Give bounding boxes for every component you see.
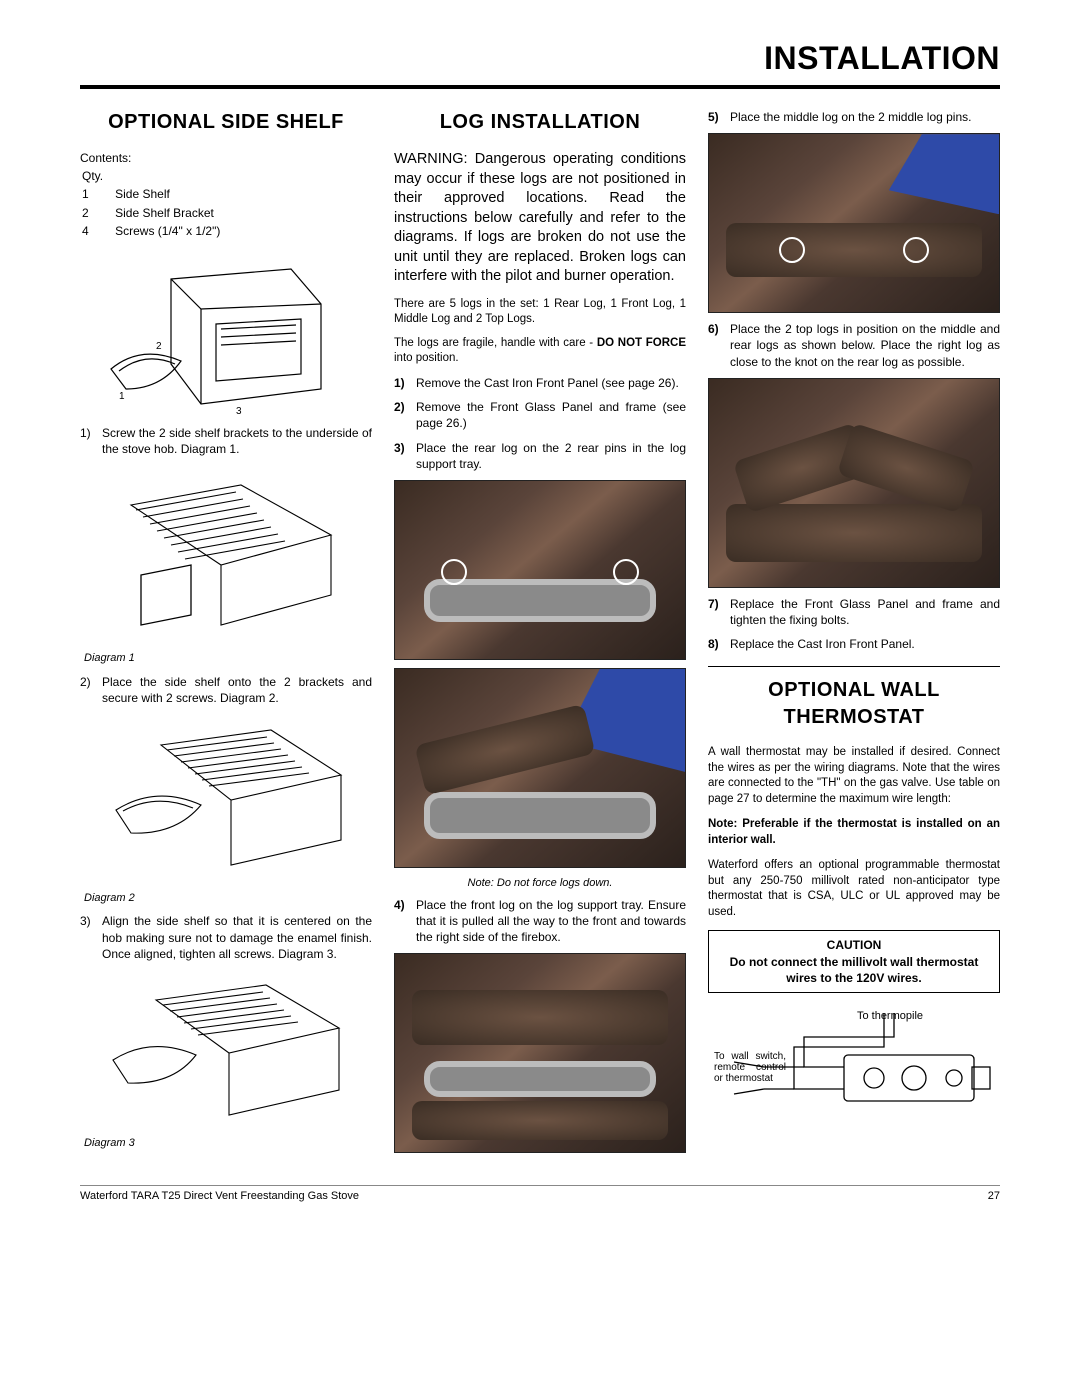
footer-left: Waterford TARA T25 Direct Vent Freestand…	[80, 1190, 359, 1202]
page-title: INSTALLATION	[80, 40, 1000, 77]
list-item: 1)Remove the Cast Iron Front Panel (see …	[394, 375, 686, 391]
stove-isometric-diagram: 2 1 3	[80, 249, 372, 419]
diagram-1-caption: Diagram 1	[84, 651, 372, 666]
table-row: 2Side Shelf Bracket	[82, 205, 230, 221]
photo-middle-log	[708, 133, 1000, 313]
list-item: 6)Place the 2 top logs in position on th…	[708, 321, 1000, 370]
wiring-left-text: To wall switch, remote control or thermo…	[714, 1051, 786, 1084]
diagram-2	[80, 715, 372, 885]
list-item: 3)Align the side shelf so that it is cen…	[80, 913, 372, 962]
photo-placing-front-log	[394, 668, 686, 868]
list-item: 2)Place the side shelf onto the 2 bracke…	[80, 674, 372, 706]
section-rule	[708, 666, 1000, 667]
diagram-3-caption: Diagram 3	[84, 1136, 372, 1151]
wiring-diagram: To thermopile To wall switch, remote con…	[708, 1007, 1000, 1127]
column-layout: OPTIONAL SIDE SHELF Contents: Qty. 1Side…	[80, 109, 1000, 1161]
qty-header: Qty.	[82, 168, 113, 184]
wiring-label-top: To thermopile	[857, 1010, 923, 1022]
diagram-1	[80, 465, 372, 645]
list-item: 4)Place the front log on the log support…	[394, 897, 686, 946]
list-item: 3)Place the rear log on the 2 rear pins …	[394, 440, 686, 472]
log-warning: WARNING: Dangerous operating conditions …	[394, 150, 686, 287]
note-no-force: Note: Do not force logs down.	[394, 876, 686, 891]
contents-label: Contents:	[80, 150, 372, 166]
thermostat-heading: OPTIONAL WALL THERMOSTAT	[708, 677, 1000, 731]
diagram-3	[80, 970, 372, 1130]
thermo-note: Note: Preferable if the thermostat is in…	[708, 817, 1000, 848]
fragile-note: The logs are fragile, handle with care -…	[394, 336, 686, 367]
title-rule	[80, 85, 1000, 89]
contents-table: Qty. 1Side Shelf 2Side Shelf Bracket 4Sc…	[80, 166, 232, 241]
list-item: 2)Remove the Front Glass Panel and frame…	[394, 399, 686, 431]
caution-title: CAUTION	[719, 937, 989, 953]
photo-rear-log-pins	[394, 480, 686, 660]
column-3: 5)Place the middle log on the 2 middle l…	[708, 109, 1000, 1161]
photo-top-logs	[708, 378, 1000, 588]
log-install-heading: LOG INSTALLATION	[394, 109, 686, 136]
svg-text:1: 1	[119, 391, 125, 402]
column-2: LOG INSTALLATION WARNING: Dangerous oper…	[394, 109, 686, 1161]
diagram-2-caption: Diagram 2	[84, 891, 372, 906]
svg-text:3: 3	[236, 406, 242, 417]
column-1: OPTIONAL SIDE SHELF Contents: Qty. 1Side…	[80, 109, 372, 1161]
thermo-p1: A wall thermostat may be installed if de…	[708, 745, 1000, 807]
list-item: 7)Replace the Front Glass Panel and fram…	[708, 596, 1000, 628]
table-row: 4Screws (1/4" x 1/2")	[82, 223, 230, 239]
list-item: 8)Replace the Cast Iron Front Panel.	[708, 636, 1000, 652]
caution-body: Do not connect the millivolt wall thermo…	[719, 954, 989, 986]
list-item: 5)Place the middle log on the 2 middle l…	[708, 109, 1000, 125]
page-footer: Waterford TARA T25 Direct Vent Freestand…	[80, 1185, 1000, 1202]
table-row: Qty.	[82, 168, 230, 184]
photo-front-log-placed	[394, 953, 686, 1153]
thermo-p2: Waterford offers an optional programmabl…	[708, 858, 1000, 920]
table-row: 1Side Shelf	[82, 186, 230, 202]
footer-page-number: 27	[988, 1190, 1000, 1202]
svg-text:2: 2	[156, 341, 162, 352]
log-set-desc: There are 5 logs in the set: 1 Rear Log,…	[394, 297, 686, 328]
side-shelf-heading: OPTIONAL SIDE SHELF	[80, 109, 372, 136]
list-item: 1)Screw the 2 side shelf brackets to the…	[80, 425, 372, 457]
caution-box: CAUTION Do not connect the millivolt wal…	[708, 930, 1000, 993]
